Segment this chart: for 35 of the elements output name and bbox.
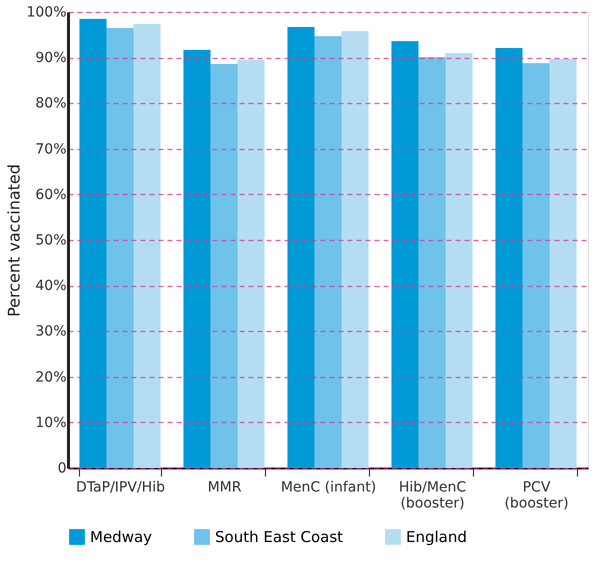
y-axis-title: Percent vaccinated [4, 164, 24, 317]
bar [134, 24, 161, 468]
legend-label: Medway [90, 528, 152, 546]
y-tick-label: 90% [35, 50, 66, 66]
bar [314, 36, 342, 468]
y-tick-label: 80% [35, 96, 66, 112]
y-tick-label: 50% [35, 232, 66, 248]
y-tick-label: 70% [35, 141, 66, 158]
y-tick-label: 0 [58, 460, 66, 476]
bar [522, 63, 550, 468]
y-tick-label: 30% [35, 324, 66, 340]
y-tick-label: 20% [35, 369, 66, 386]
y-tick-label: 100% [26, 4, 66, 20]
bar [210, 64, 238, 468]
y-tick-label: 40% [35, 278, 66, 294]
bar [183, 50, 210, 468]
x-tick-label: MenC (infant) [280, 480, 376, 496]
bar [550, 58, 577, 468]
x-tick-label: MMR [208, 480, 242, 496]
bar [446, 53, 473, 468]
legend-label: South East Coast [215, 528, 344, 546]
bar [342, 31, 369, 468]
bar [391, 41, 418, 468]
x-tick-label: PCV (booster) [504, 480, 569, 512]
x-tick-label: Hib/MenC (booster) [398, 480, 466, 512]
bar [238, 60, 265, 468]
bar [106, 28, 134, 468]
bar [418, 57, 446, 468]
legend-label: England [406, 528, 467, 546]
bar [79, 18, 106, 468]
x-tick-label: DTaP/IPV/Hib [76, 480, 166, 496]
y-tick-label: 60% [35, 186, 66, 203]
bar [495, 48, 522, 468]
y-tick-label: 10% [35, 414, 66, 431]
bar [287, 27, 314, 468]
